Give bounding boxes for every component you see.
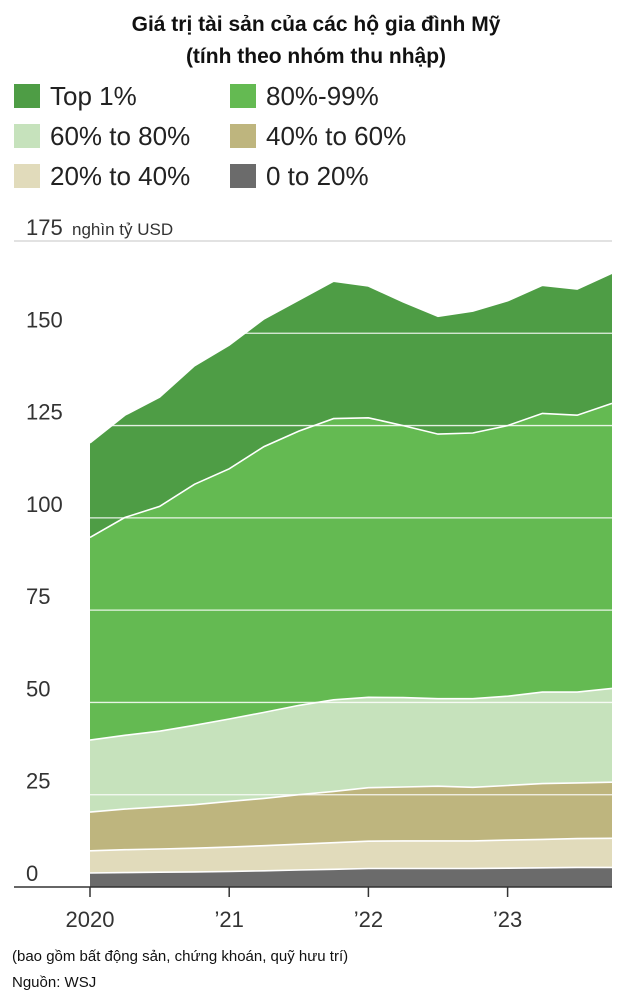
- legend-item-40-60: 40% to 60%: [230, 118, 406, 154]
- legend-swatch-80-99: [230, 84, 256, 108]
- y-unit-label: nghìn tỷ USD: [72, 220, 173, 239]
- chart-title-line1: Giá trị tài sản của các hộ gia đình Mỹ: [131, 13, 501, 36]
- legend-label-80-99: 80%-99%: [266, 80, 379, 111]
- area-20-to-40-: [90, 838, 612, 873]
- boundary-20-to-40-: [89, 837, 613, 852]
- boundary-top-1-: [89, 272, 613, 444]
- source-note: Nguồn: WSJ: [12, 974, 97, 991]
- legend-item-80-99: 80%-99%: [230, 78, 379, 114]
- x-tick-label-2023: ’23: [493, 907, 522, 932]
- x-tick-label-2022: ’22: [354, 907, 383, 932]
- x-tick-label-2021: ’21: [215, 907, 244, 932]
- footnote: (bao gồm bất động sản, chứng khoán, quỹ …: [12, 948, 349, 965]
- legend-item-60-80: 60% to 80%: [14, 118, 190, 154]
- x-tick-label-2020: 2020: [66, 907, 115, 932]
- legend-label-top1: Top 1%: [50, 80, 137, 111]
- legend-swatch-40-60: [230, 124, 256, 148]
- area-top-1-: [90, 273, 612, 538]
- legend-label-40-60: 40% to 60%: [266, 120, 407, 151]
- boundary-80-99-: [89, 402, 613, 539]
- y-tick-label-175: 175: [26, 215, 63, 240]
- legend-item-0-20: 0 to 20%: [230, 158, 369, 194]
- area-40-to-60-: [90, 782, 612, 851]
- boundary-40-to-60-: [89, 781, 613, 813]
- y-tick-label-25: 25: [26, 769, 50, 794]
- legend-label-60-80: 60% to 80%: [50, 120, 191, 151]
- y-tick-label-50: 50: [26, 676, 50, 701]
- y-tick-label-100: 100: [26, 492, 63, 517]
- legend-label-0-20: 0 to 20%: [266, 160, 369, 191]
- legend-swatch-0-20: [230, 164, 256, 188]
- boundary-60-to-80-: [89, 687, 613, 741]
- legend-swatch-60-80: [14, 124, 40, 148]
- area-80-99-: [90, 403, 612, 741]
- legend-swatch-top1: [14, 84, 40, 108]
- stacked-area-chart: 0 25 50 75 100 125 150 175 nghìn tỷ USD 2020 ’21 ’2…: [14, 215, 613, 932]
- y-tick-label-75: 75: [26, 584, 50, 609]
- legend-item-20-40: 20% to 40%: [14, 158, 190, 194]
- y-tick-label-125: 125: [26, 400, 63, 425]
- legend-item-top1: Top 1%: [14, 78, 137, 114]
- legend-swatch-20-40: [14, 164, 40, 188]
- chart-title-line2: (tính theo nhóm thu nhập): [185, 45, 447, 68]
- y-tick-label-0: 0: [26, 861, 38, 886]
- legend-label-20-40: 20% to 40%: [50, 160, 191, 191]
- boundary-0-to-20-: [89, 866, 612, 874]
- area-60-to-80-: [90, 688, 612, 813]
- y-tick-label-150: 150: [26, 307, 63, 332]
